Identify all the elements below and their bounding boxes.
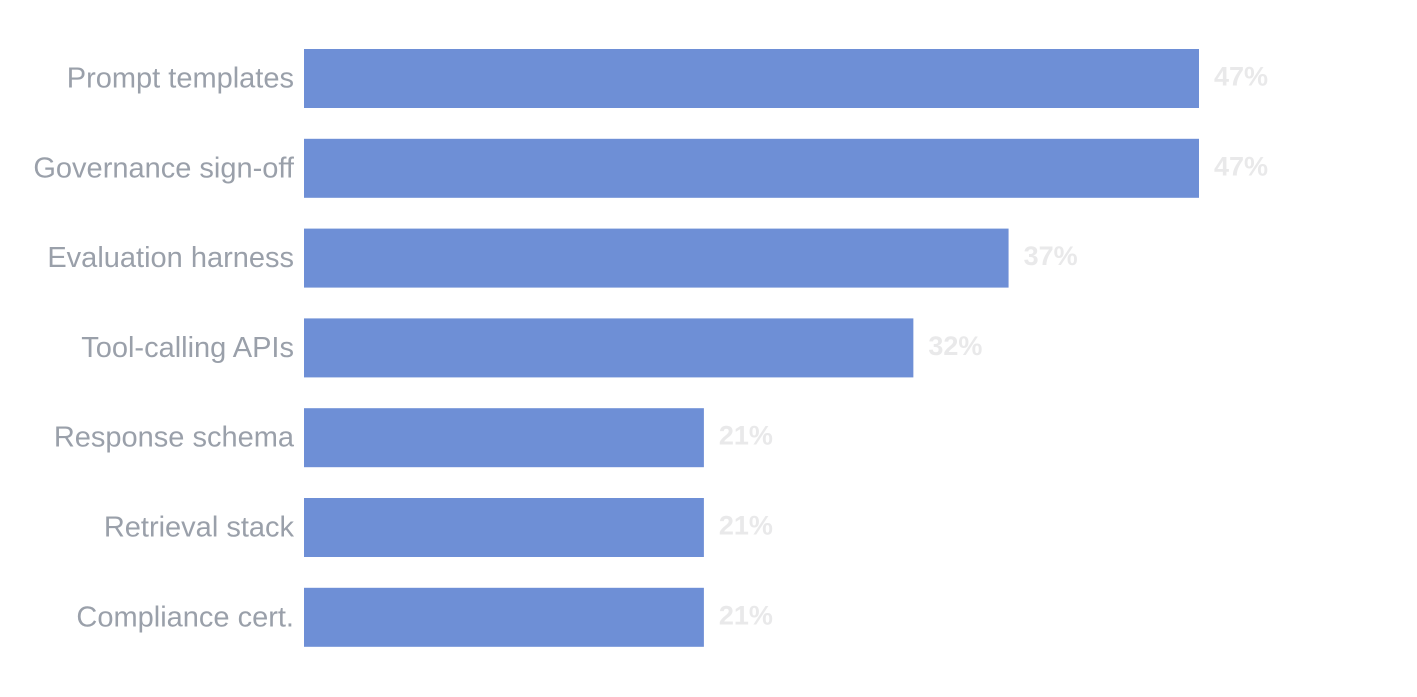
value-label: 47% — [1214, 62, 1268, 92]
value-labels-group: 47% 47% 37% 32% 21% 21% 21% — [719, 62, 1268, 631]
category-label: Retrieval stack — [104, 512, 295, 544]
bar — [304, 587, 704, 647]
bar — [304, 138, 1199, 198]
bars-group — [304, 49, 1199, 647]
bar — [304, 408, 704, 468]
category-label: Governance sign-off — [33, 152, 295, 184]
value-label: 32% — [928, 331, 982, 361]
bar — [304, 49, 1199, 108]
bar — [304, 228, 1009, 288]
value-label: 37% — [1024, 241, 1078, 271]
value-label: 47% — [1214, 151, 1268, 181]
value-label: 21% — [719, 600, 773, 630]
category-label: Response schema — [54, 422, 295, 454]
category-label: Evaluation harness — [47, 242, 294, 274]
category-labels-group: Prompt templates Governance sign-off Evalu… — [33, 63, 295, 634]
value-label: 21% — [719, 511, 773, 541]
bar — [304, 498, 704, 557]
value-label: 21% — [719, 421, 773, 451]
category-label: Tool-calling APIs — [81, 332, 294, 364]
category-label: Compliance cert. — [76, 601, 294, 633]
bar — [304, 318, 914, 378]
category-label: Prompt templates — [67, 63, 294, 95]
